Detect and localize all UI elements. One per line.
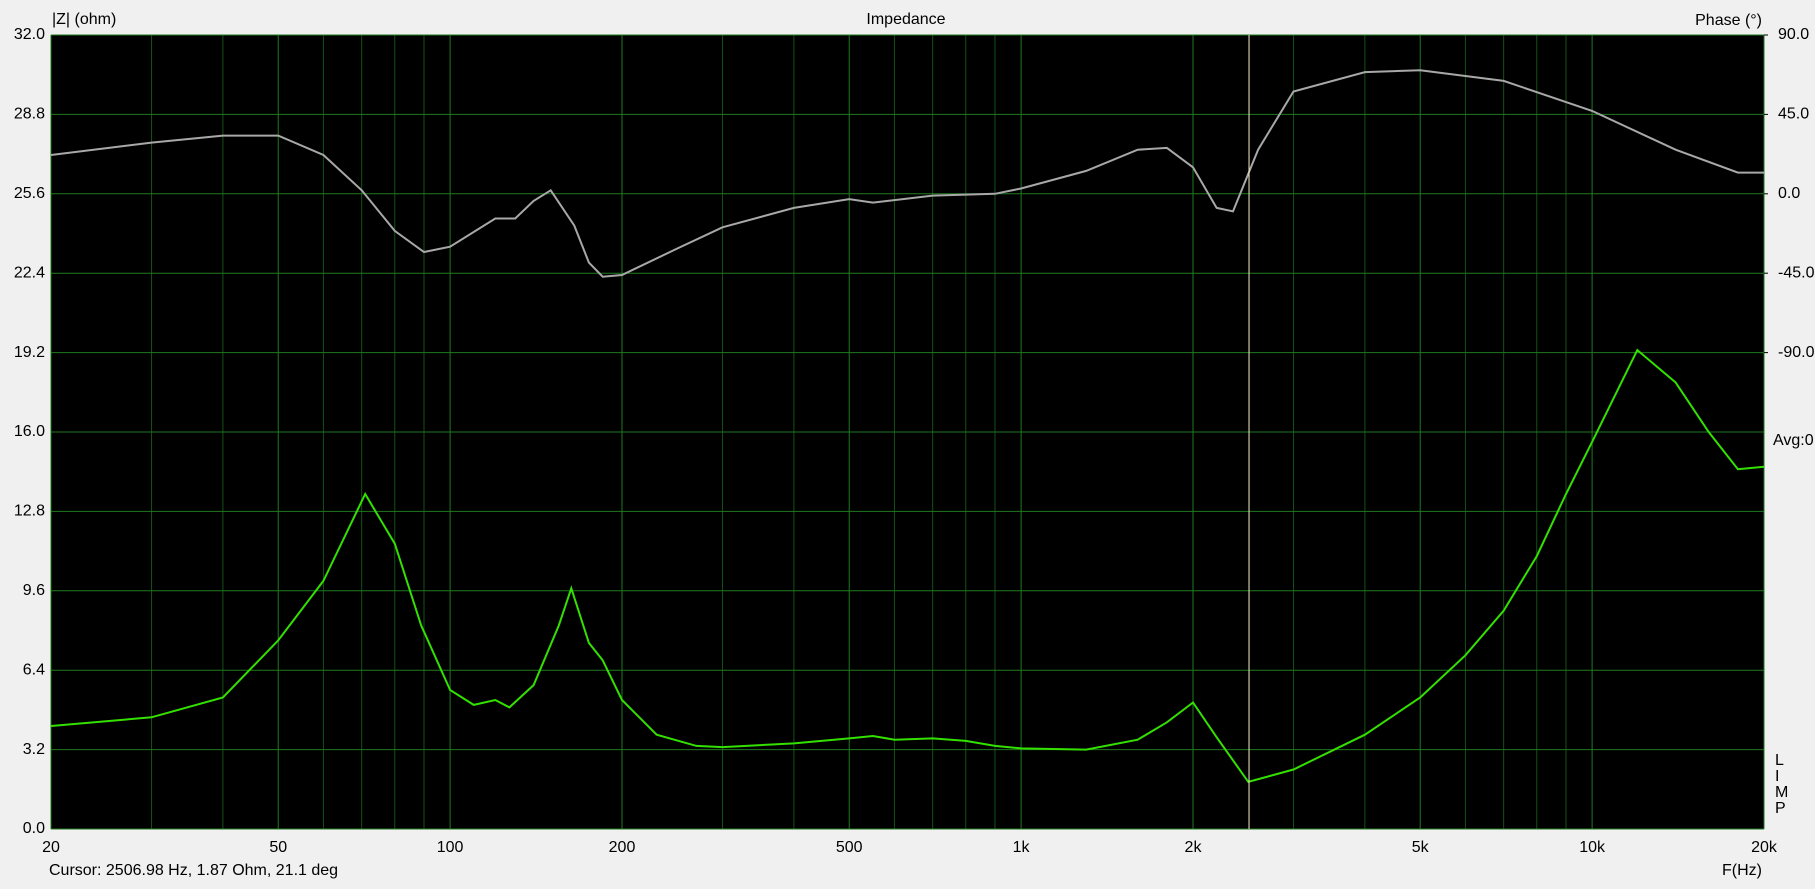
- x-tick-label: 200: [609, 839, 636, 856]
- y-tick-label: 32.0: [14, 26, 45, 43]
- y-tick-label: 25.6: [14, 185, 45, 202]
- side-letter: M: [1775, 784, 1788, 801]
- x-tick-label: 1k: [1013, 839, 1031, 856]
- x-tick-label: 10k: [1579, 839, 1606, 856]
- x-tick-label: 100: [437, 839, 464, 856]
- y-tick-label: 3.2: [23, 741, 45, 758]
- avg-label: Avg:0: [1773, 432, 1814, 449]
- x-tick-label: 20: [42, 839, 60, 856]
- data-line: [50, 69, 1764, 278]
- side-letter: I: [1775, 768, 1779, 785]
- y-tick-label: 28.8: [14, 106, 45, 123]
- x-axis-label: F(Hz): [1722, 862, 1762, 879]
- y2-tick-label: 90.0: [1778, 26, 1809, 43]
- y-tick-label: 12.8: [14, 503, 45, 520]
- y-tick-label: 0.0: [23, 820, 45, 837]
- x-tick-label: 2k: [1185, 839, 1203, 856]
- y2-tick-label: -90.0: [1778, 344, 1815, 361]
- y2-tick-label: 0.0: [1778, 185, 1800, 202]
- x-tick-label: 50: [269, 839, 287, 856]
- x-tick-label: 5k: [1412, 839, 1430, 856]
- y2-tick-label: 45.0: [1778, 106, 1809, 123]
- y-tick-label: 6.4: [23, 661, 45, 678]
- x-tick-label: 20k: [1751, 839, 1778, 856]
- side-letter: P: [1775, 800, 1786, 817]
- chart-title: Impedance: [866, 11, 945, 28]
- y-tick-label: 9.6: [23, 582, 45, 599]
- y-tick-label: 19.2: [14, 344, 45, 361]
- y-tick-label: 22.4: [14, 264, 45, 281]
- side-letter: L: [1775, 752, 1784, 769]
- y-axis-label: |Z| (ohm): [52, 11, 116, 28]
- y2-axis-label: Phase (°): [1695, 12, 1762, 29]
- x-tick-label: 500: [836, 839, 863, 856]
- y-tick-label: 16.0: [14, 423, 45, 440]
- cursor-label: Cursor: 2506.98 Hz, 1.87 Ohm, 21.1 deg: [49, 862, 338, 879]
- y2-tick-label: -45.0: [1778, 264, 1815, 281]
- data-line: [50, 348, 1765, 784]
